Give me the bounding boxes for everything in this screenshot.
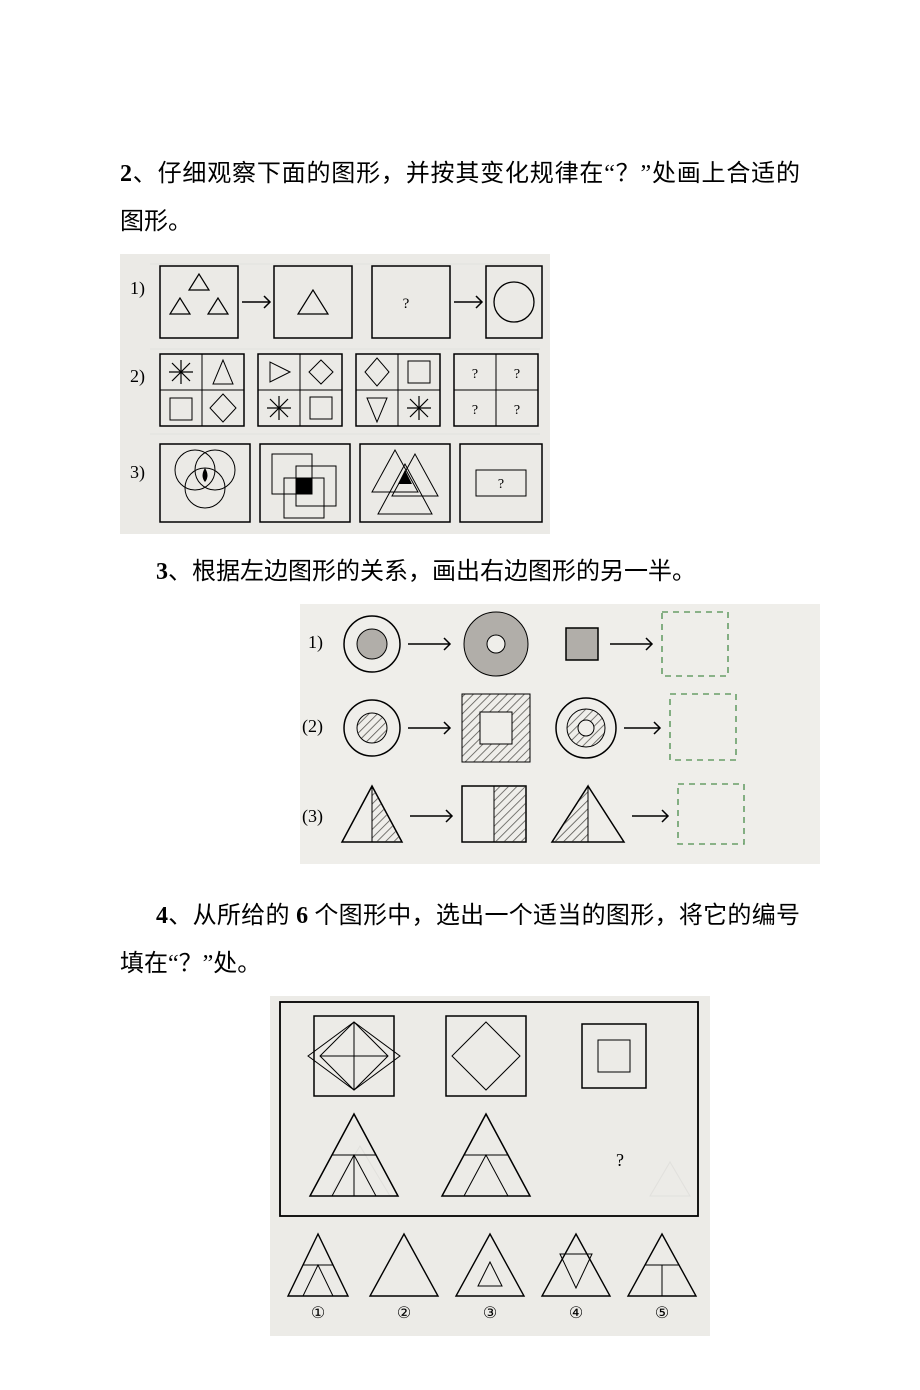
q3-body: 、根据左边图形的关系，画出右边图形的另一半。	[168, 559, 696, 585]
svg-text:②: ②	[397, 1305, 411, 1322]
q3-r3-label: (3)	[302, 806, 323, 827]
q4-body-a: 、从所给的	[168, 903, 296, 929]
q3-r1-label: 1)	[308, 632, 323, 653]
q4-text: 4、从所给的 6 个图形中，选出一个适当的图形，将它的编号填在“？”处。	[120, 892, 800, 988]
svg-text:⑤: ⑤	[655, 1305, 669, 1322]
q2-figure: 1) ?	[120, 254, 800, 534]
q2-r1-label: 1)	[130, 278, 145, 299]
svg-text:③: ③	[483, 1305, 497, 1322]
svg-text:?: ?	[403, 296, 410, 312]
q4-six: 6	[296, 903, 308, 929]
q2-r2-label: 2)	[130, 366, 145, 387]
svg-text:?: ?	[514, 367, 520, 382]
q2-text: 2、仔细观察下面的图形，并按其变化规律在“？”处画上合适的图形。	[120, 150, 800, 246]
svg-text:?: ?	[498, 477, 504, 492]
q2-r3-label: 3)	[130, 462, 145, 483]
svg-text:?: ?	[514, 403, 520, 418]
page: 2、仔细观察下面的图形，并按其变化规律在“？”处画上合适的图形。 1)	[0, 0, 920, 1390]
q4-figure: ? ① ② ③ ④	[270, 996, 800, 1336]
q3-num: 3	[156, 559, 168, 585]
svg-text:?: ?	[472, 403, 478, 418]
svg-text:?: ?	[472, 367, 478, 382]
svg-text:①: ①	[311, 1305, 325, 1322]
q3-text: 3、根据左边图形的关系，画出右边图形的另一半。	[120, 548, 800, 596]
q3-r2-label: (2)	[302, 716, 323, 737]
q4-qmark: ?	[616, 1150, 624, 1170]
svg-text:④: ④	[569, 1305, 583, 1322]
q2-body: 、仔细观察下面的图形，并按其变化规律在“？”处画上合适的图形。	[120, 161, 800, 235]
q2-num: 2	[120, 161, 132, 187]
q3-figure: 1) (2)	[300, 604, 800, 864]
q4-num: 4	[156, 903, 168, 929]
